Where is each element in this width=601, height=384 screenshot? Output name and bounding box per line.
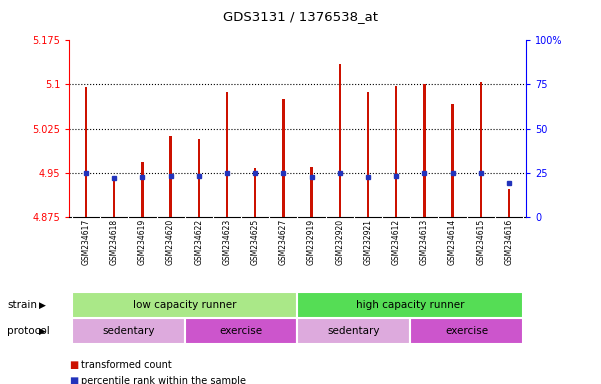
Text: ■: ■ — [69, 360, 78, 370]
Text: transformed count: transformed count — [81, 360, 172, 370]
Bar — [169, 136, 172, 217]
Text: percentile rank within the sample: percentile rank within the sample — [81, 376, 246, 384]
Text: GSM234622: GSM234622 — [194, 219, 203, 265]
Text: GSM234618: GSM234618 — [110, 219, 119, 265]
Bar — [451, 104, 454, 217]
Bar — [85, 88, 87, 217]
Text: GSM234623: GSM234623 — [222, 219, 231, 265]
Text: GSM234627: GSM234627 — [279, 219, 288, 265]
Bar — [185, 318, 297, 344]
Bar — [410, 318, 523, 344]
Text: GSM234619: GSM234619 — [138, 219, 147, 265]
Text: protocol: protocol — [7, 326, 50, 336]
Bar — [423, 84, 426, 217]
Bar — [367, 91, 369, 217]
Text: GSM234620: GSM234620 — [166, 219, 175, 265]
Bar — [254, 168, 257, 217]
Bar — [311, 167, 313, 217]
Bar — [338, 64, 341, 217]
Text: GDS3131 / 1376538_at: GDS3131 / 1376538_at — [223, 10, 378, 23]
Text: GSM234614: GSM234614 — [448, 219, 457, 265]
Bar — [198, 139, 200, 217]
Text: exercise: exercise — [445, 326, 488, 336]
Text: GSM232921: GSM232921 — [364, 219, 373, 265]
Text: ▶: ▶ — [38, 326, 46, 336]
Bar — [508, 189, 510, 217]
Text: GSM234617: GSM234617 — [82, 219, 91, 265]
Text: sedentary: sedentary — [328, 326, 380, 336]
Bar — [226, 91, 228, 217]
Text: ▶: ▶ — [38, 300, 46, 310]
Bar — [480, 81, 482, 217]
Text: sedentary: sedentary — [102, 326, 154, 336]
Text: GSM234625: GSM234625 — [251, 219, 260, 265]
Text: GSM232920: GSM232920 — [335, 219, 344, 265]
Text: GSM234613: GSM234613 — [420, 219, 429, 265]
Text: ■: ■ — [69, 376, 78, 384]
Text: low capacity runner: low capacity runner — [133, 300, 236, 310]
Bar — [113, 177, 115, 217]
Text: exercise: exercise — [219, 326, 263, 336]
Bar — [72, 292, 297, 318]
Bar — [395, 86, 397, 217]
Text: high capacity runner: high capacity runner — [356, 300, 465, 310]
Bar — [282, 99, 284, 217]
Bar — [141, 162, 144, 217]
Text: GSM234615: GSM234615 — [476, 219, 485, 265]
Bar — [72, 318, 185, 344]
Bar — [297, 318, 410, 344]
Text: GSM232919: GSM232919 — [307, 219, 316, 265]
Bar — [297, 292, 523, 318]
Text: GSM234612: GSM234612 — [392, 219, 401, 265]
Text: GSM234616: GSM234616 — [504, 219, 513, 265]
Text: strain: strain — [7, 300, 37, 310]
